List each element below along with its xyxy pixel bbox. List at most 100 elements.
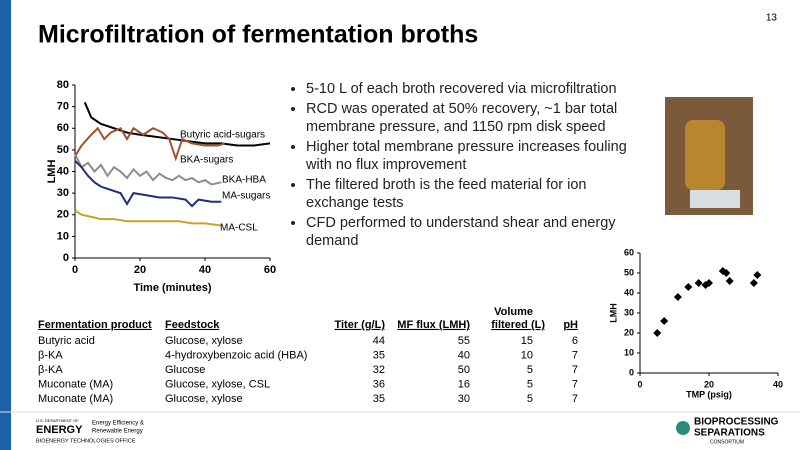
series-label: Butyric acid-sugars (180, 130, 265, 141)
series-label: MA-CSL (220, 223, 258, 234)
table-cell: 7 (572, 349, 578, 361)
point (753, 271, 762, 279)
table-cell: β-KA (38, 364, 63, 376)
x-tick-label: 20 (704, 379, 714, 389)
point (684, 283, 693, 291)
y-tick-label: 20 (624, 327, 634, 337)
table-cell: 35 (373, 349, 385, 361)
y-tick-label: 40 (624, 287, 634, 297)
bullet-list: 5-10 L of each broth recovered via micro… (288, 80, 651, 252)
point (653, 329, 662, 337)
bullet: RCD was operated at 50% recovery, ~1 bar… (306, 100, 651, 136)
table-cell: 35 (373, 393, 385, 405)
line (74, 209, 222, 227)
table-cell: Muconate (MA) (38, 378, 113, 390)
table-cell: 7 (572, 364, 578, 376)
table-cell: 7 (572, 393, 578, 405)
point (660, 317, 669, 325)
table-cell: 5 (527, 364, 533, 376)
point (725, 277, 734, 285)
line (74, 159, 222, 208)
table-cell: 32 (373, 364, 385, 376)
table-cell: 55 (458, 335, 470, 347)
office: BIOENERGY TECHNOLOGIES OFFICE (36, 438, 136, 444)
table-cell: 5 (527, 378, 533, 390)
table-header: pH (563, 319, 578, 331)
table-cell: 50 (458, 364, 470, 376)
series-label: BKA-sugars (180, 155, 233, 166)
table-cell: Glucose, xylose (165, 335, 243, 347)
table-cell: Glucose, xylose (165, 393, 243, 405)
y-tick-label: 0 (629, 367, 634, 377)
series-label: MA-sugars (222, 191, 270, 202)
table-cell: 15 (521, 335, 533, 347)
x-tick-label: 20 (134, 264, 146, 276)
bsc-2: SEPARATIONS (694, 428, 765, 439)
line (83, 101, 271, 147)
line (74, 126, 225, 162)
side-bar (0, 0, 11, 450)
table-cell: Butyric acid (38, 335, 95, 347)
line (74, 153, 222, 186)
bullet: 5-10 L of each broth recovered via micro… (306, 80, 651, 98)
table-cell: Muconate (MA) (38, 393, 113, 405)
table-cell: 36 (373, 378, 385, 390)
y-axis-label: LMH (608, 303, 618, 323)
doe-top: U.S. DEPARTMENT OF (36, 418, 79, 423)
y-tick-label: 70 (57, 101, 69, 113)
table-cell: Glucose, xylose, CSL (165, 378, 270, 390)
x-tick-label: 0 (637, 379, 642, 389)
y-tick-label: 20 (57, 209, 69, 221)
bsc-1: BIOPROCESSING (694, 417, 779, 428)
table-header: Volume filtered (L) (491, 306, 545, 331)
table-cell: 10 (521, 349, 533, 361)
table-cell: 5 (527, 393, 533, 405)
x-tick-label: 40 (199, 264, 211, 276)
table-header: Feedstock (165, 319, 220, 331)
x-tick-label: 40 (773, 379, 783, 389)
y-tick-label: 10 (624, 347, 634, 357)
y-tick-label: 30 (624, 307, 634, 317)
bullet: The filtered broth is the feed material … (306, 176, 651, 212)
point (722, 269, 731, 277)
slide-title: Microfiltration of fermentation broths (38, 21, 478, 49)
table-cell: 16 (458, 378, 470, 390)
series-label: BKA-HBA (222, 175, 266, 186)
point (694, 279, 703, 287)
bullet: CFD performed to understand shear and en… (306, 214, 651, 250)
point (749, 279, 758, 287)
y-tick-label: 60 (57, 122, 69, 134)
x-tick-label: 60 (264, 264, 276, 276)
table-header: Titer (g/L) (334, 319, 385, 331)
x-axis-label: TMP (psig) (686, 389, 732, 399)
y-axis-label: LMH (46, 160, 58, 184)
table-cell: 30 (458, 393, 470, 405)
table-header: MF flux (LMH) (397, 319, 470, 331)
photo-bottle (685, 120, 725, 190)
eere-2: Renewable Energy (92, 429, 143, 435)
y-tick-label: 10 (57, 230, 69, 242)
x-tick-label: 0 (72, 264, 78, 276)
table-cell: 44 (373, 335, 385, 347)
y-tick-label: 50 (624, 267, 634, 277)
y-tick-label: 60 (624, 247, 634, 257)
table-cell: 40 (458, 349, 470, 361)
table-cell: 7 (572, 378, 578, 390)
bsc-3: CONSORTIUM (710, 439, 744, 445)
table-cell: 6 (572, 335, 578, 347)
doe: ENERGY (36, 424, 83, 436)
table-cell: 4-hydroxybenzoic acid (HBA) (165, 349, 307, 361)
table-header: Fermentation product (38, 319, 152, 331)
eere-1: Energy Efficiency & (92, 421, 144, 427)
photo-scale (690, 190, 740, 208)
point (705, 279, 713, 287)
bsc-logo (676, 421, 690, 435)
y-tick-label: 0 (63, 252, 69, 264)
table-cell: β-KA (38, 349, 63, 361)
x-axis-label: Time (minutes) (133, 282, 211, 294)
page-number: 13 (766, 13, 778, 24)
y-tick-label: 80 (57, 79, 69, 91)
table-cell: Glucose (165, 364, 205, 376)
